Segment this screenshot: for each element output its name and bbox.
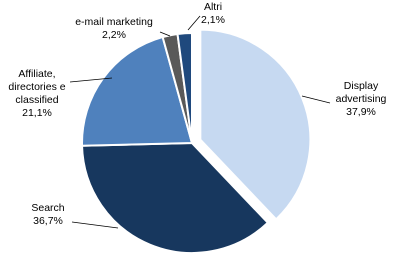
leader-lines bbox=[69, 15, 331, 229]
value-label: 36,7% bbox=[33, 215, 63, 227]
category-label: e-mail marketing bbox=[75, 16, 153, 28]
slice-label: e-mail marketing 2,2% bbox=[66, 16, 162, 42]
slices bbox=[81, 28, 312, 254]
slice-label: Search 36,7% bbox=[18, 202, 78, 228]
pie-slice bbox=[81, 141, 270, 254]
category-label: Search bbox=[31, 202, 65, 214]
value-label: 21,1% bbox=[22, 107, 52, 119]
value-label: 2,1% bbox=[201, 14, 225, 26]
leader-line bbox=[71, 221, 119, 229]
leader-line bbox=[187, 15, 201, 31]
slice-label: Altri 2,1% bbox=[196, 1, 230, 27]
pie-slice bbox=[81, 35, 194, 147]
category-label: Display advertising bbox=[335, 80, 387, 105]
category-label: Affiliate, directories e classified bbox=[8, 68, 66, 106]
pie-slice bbox=[176, 31, 193, 144]
pie-slice bbox=[199, 28, 312, 221]
leader-line bbox=[301, 95, 331, 104]
leader-line bbox=[69, 77, 113, 83]
leader-line bbox=[159, 31, 171, 37]
slice-label: Affiliate, directories e classified 21,1… bbox=[2, 68, 72, 120]
value-label: 2,2% bbox=[102, 29, 126, 41]
slice-label: Display advertising 37,9% bbox=[326, 80, 396, 119]
category-label: Altri bbox=[203, 1, 223, 13]
value-label: 37,9% bbox=[346, 106, 376, 118]
